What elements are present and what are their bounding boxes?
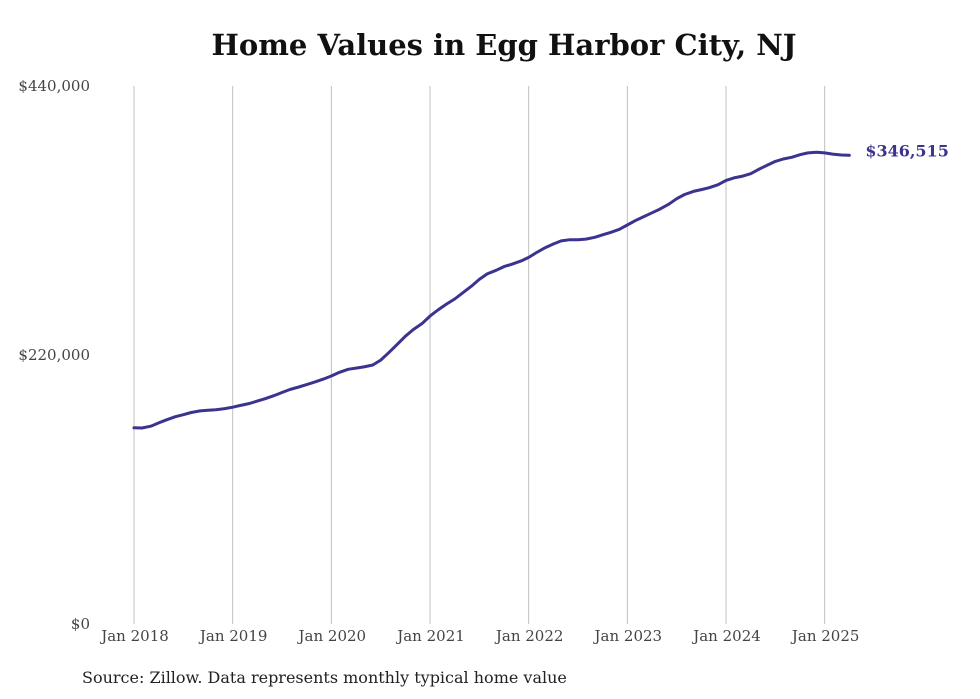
chart-title: Home Values in Egg Harbor City, NJ	[211, 28, 797, 62]
source-note: Source: Zillow. Data represents monthly …	[82, 668, 567, 687]
x-tick-label-5: Jan 2023	[593, 627, 663, 645]
annotations: $346,515	[865, 141, 949, 160]
x-axis-ticks: Jan 2018 Jan 2019 Jan 2020 Jan 2021 Jan 2022…	[99, 627, 859, 645]
y-tick-label-2: $440,000	[18, 77, 90, 95]
x-tick-label-3: Jan 2021	[395, 627, 465, 645]
x-tick-label-0: Jan 2018	[99, 627, 169, 645]
y-axis-ticks: $0 $220,000 $440,000	[18, 77, 90, 633]
y-tick-label-1: $220,000	[18, 346, 90, 364]
series-line-0	[132, 150, 851, 430]
x-tick-label-4: Jan 2022	[494, 627, 564, 645]
x-tick-label-7: Jan 2025	[790, 627, 860, 645]
end-value-label: $346,515	[865, 141, 949, 160]
gridlines	[133, 86, 826, 624]
x-tick-label-1: Jan 2019	[198, 627, 268, 645]
x-tick-label-2: Jan 2020	[297, 627, 367, 645]
y-tick-label-0: $0	[71, 615, 90, 633]
x-tick-label-6: Jan 2024	[691, 627, 761, 645]
series-layer	[132, 150, 851, 430]
